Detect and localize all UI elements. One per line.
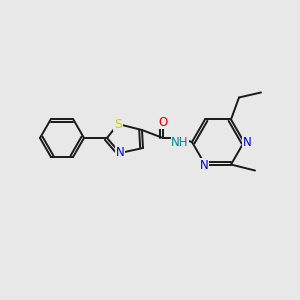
Text: O: O xyxy=(158,116,168,128)
Text: N: N xyxy=(116,146,124,160)
Text: NH: NH xyxy=(171,136,189,149)
Text: N: N xyxy=(243,136,251,148)
Text: S: S xyxy=(114,118,122,130)
Text: N: N xyxy=(200,159,208,172)
